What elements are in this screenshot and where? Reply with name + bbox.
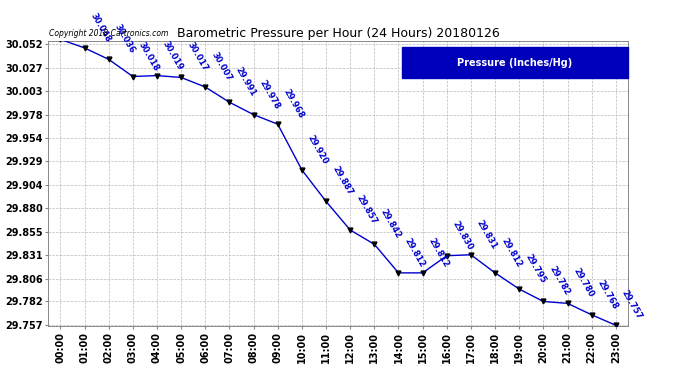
Text: 29.968: 29.968 (282, 88, 306, 120)
Text: 29.991: 29.991 (234, 66, 257, 98)
Text: 30.019: 30.019 (161, 39, 185, 71)
Text: 30.017: 30.017 (186, 41, 209, 73)
Text: 30.018: 30.018 (137, 40, 161, 72)
Text: Copyright 2018 Cartronics.com: Copyright 2018 Cartronics.com (49, 29, 168, 38)
Text: 29.795: 29.795 (524, 252, 547, 285)
Text: 29.757: 29.757 (620, 289, 644, 321)
Text: 29.920: 29.920 (306, 134, 330, 166)
Text: 29.831: 29.831 (475, 218, 499, 250)
Text: 30.048: 30.048 (89, 11, 112, 44)
Text: 29.812: 29.812 (403, 236, 426, 269)
FancyBboxPatch shape (402, 47, 628, 78)
Text: 29.830: 29.830 (451, 219, 475, 252)
Text: 29.978: 29.978 (258, 78, 282, 111)
Text: 29.812: 29.812 (500, 236, 523, 269)
Title: Barometric Pressure per Hour (24 Hours) 20180126: Barometric Pressure per Hour (24 Hours) … (177, 27, 500, 40)
Text: 30.057: 30.057 (0, 374, 1, 375)
Text: 29.842: 29.842 (379, 208, 402, 240)
Text: Pressure (Inches/Hg): Pressure (Inches/Hg) (457, 58, 573, 68)
Text: 29.780: 29.780 (572, 267, 595, 299)
Text: 29.887: 29.887 (331, 165, 354, 197)
Text: 29.812: 29.812 (427, 236, 451, 269)
Text: 30.036: 30.036 (113, 23, 137, 55)
Text: 30.007: 30.007 (210, 51, 233, 83)
Text: 29.857: 29.857 (355, 194, 378, 226)
Text: 29.768: 29.768 (596, 278, 620, 310)
Text: 29.782: 29.782 (548, 265, 571, 297)
